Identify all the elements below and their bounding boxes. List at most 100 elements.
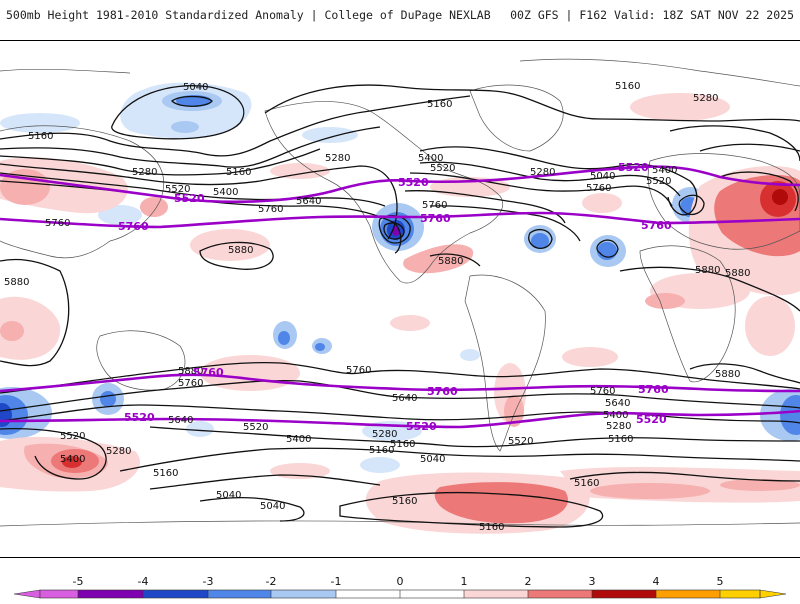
label-5280: 5280	[693, 93, 718, 104]
colorbar-tick-label: -3	[203, 575, 214, 588]
contour-5760-north	[0, 211, 800, 229]
label-5280: 5280	[372, 429, 397, 440]
label-5160: 5160	[28, 131, 53, 142]
label-5520: 5520	[430, 163, 455, 174]
label-5160: 5160	[479, 522, 504, 533]
label-5520-highlight: 5520	[174, 192, 205, 205]
colorbar: -5 -4 -3 -2 -1 0 1 2 3 4 5	[0, 566, 800, 600]
colorbar-cell	[464, 590, 528, 598]
label-5400: 5400	[60, 454, 85, 465]
colorbar-tick-label: 5	[717, 575, 724, 588]
label-5880: 5880	[228, 245, 253, 256]
model-run-info: 00Z GFS | F162 Valid: 18Z SAT NOV 22 202…	[510, 8, 794, 22]
label-5040: 5040	[183, 82, 208, 93]
label-5160: 5160	[608, 434, 633, 445]
colorbar-tick-label: 2	[525, 575, 532, 588]
height-contours	[0, 84, 800, 528]
label-5880: 5880	[725, 268, 750, 279]
colorbar-cell	[40, 590, 78, 598]
colorbar-cell	[528, 590, 592, 598]
label-5400: 5400	[603, 410, 628, 421]
colorbar-tick-label: 3	[589, 575, 596, 588]
label-5160: 5160	[615, 81, 640, 92]
label-5880: 5880	[178, 366, 203, 377]
label-5880: 5880	[695, 265, 720, 276]
label-5160: 5160	[574, 478, 599, 489]
contour-labels: 5040 5160 5160 5160 5280 5280 5160 5280 …	[4, 81, 750, 533]
colorbar-cell	[592, 590, 656, 598]
label-5880: 5880	[715, 369, 740, 380]
colorbar-tick-label: -2	[266, 575, 277, 588]
label-5040: 5040	[216, 490, 241, 501]
label-5880: 5880	[4, 277, 29, 288]
label-5760: 5760	[586, 183, 611, 194]
colorbar-cell	[78, 590, 143, 598]
label-5160: 5160	[427, 99, 452, 110]
anomaly-map: 5040 5160 5160 5160 5280 5280 5160 5280 …	[0, 40, 800, 558]
label-5760: 5760	[258, 204, 283, 215]
label-5760: 5760	[590, 386, 615, 397]
label-5760: 5760	[422, 200, 447, 211]
label-5760-highlight: 5760	[427, 385, 458, 398]
colorbar-tick-label: 1	[461, 575, 468, 588]
label-5160: 5160	[369, 445, 394, 456]
label-5880: 5880	[438, 256, 463, 267]
label-5400: 5400	[652, 165, 677, 176]
colorbar-cell	[271, 590, 336, 598]
label-5760: 5760	[45, 218, 70, 229]
label-5520-highlight: 5520	[618, 161, 649, 174]
label-5520: 5520	[646, 176, 671, 187]
label-5280: 5280	[132, 167, 157, 178]
contour-5760-south	[0, 373, 800, 393]
label-5160: 5160	[392, 496, 417, 507]
colorbar-tick-label: -4	[138, 575, 149, 588]
colorbar-tick-label: 0	[397, 575, 404, 588]
label-5520: 5520	[60, 431, 85, 442]
colorbar-arrow-right	[759, 589, 787, 599]
label-5640: 5640	[392, 393, 417, 404]
highlighted-contours	[0, 165, 800, 429]
label-5280: 5280	[606, 421, 631, 432]
label-5760-highlight: 5760	[420, 212, 451, 225]
label-5520-highlight: 5520	[398, 176, 429, 189]
label-5160: 5160	[153, 468, 178, 479]
label-5040: 5040	[420, 454, 445, 465]
label-5400: 5400	[213, 187, 238, 198]
label-5160: 5160	[390, 439, 415, 450]
label-5280: 5280	[325, 153, 350, 164]
map-svg: 5040 5160 5160 5160 5280 5280 5160 5280 …	[0, 41, 800, 557]
label-5640: 5640	[605, 398, 630, 409]
label-5040: 5040	[590, 171, 615, 182]
label-5520-highlight: 5520	[406, 420, 437, 433]
label-5520: 5520	[243, 422, 268, 433]
colorbar-cell	[656, 590, 720, 598]
label-5760-highlight: 5760	[193, 366, 224, 379]
contour-5520-south	[0, 409, 800, 429]
label-5760: 5760	[346, 365, 371, 376]
label-5520-highlight: 5520	[124, 411, 155, 424]
label-5760-highlight: 5760	[118, 220, 149, 233]
label-5400: 5400	[418, 153, 443, 164]
colorbar-tick-label: -1	[331, 575, 342, 588]
label-5760: 5760	[178, 378, 203, 389]
label-5520: 5520	[165, 184, 190, 195]
label-5640: 5640	[168, 415, 193, 426]
label-5760-highlight: 5760	[638, 383, 669, 396]
label-5160: 5160	[226, 167, 251, 178]
label-5400: 5400	[286, 434, 311, 445]
label-5280: 5280	[530, 167, 555, 178]
label-5040: 5040	[260, 501, 285, 512]
label-5640: 5640	[296, 196, 321, 207]
colorbar-cell	[208, 590, 271, 598]
label-5520-highlight: 5520	[636, 413, 667, 426]
coastlines	[0, 58, 800, 527]
colorbar-cell	[143, 590, 208, 598]
label-5520: 5520	[508, 436, 533, 447]
colorbar-tick-label: 4	[653, 575, 660, 588]
colorbar-tick-label: -5	[73, 575, 84, 588]
colorbar-arrow-left	[13, 589, 41, 599]
label-5760-highlight: 5760	[641, 219, 672, 232]
colorbar-svg: -5 -4 -3 -2 -1 0 1 2 3 4 5	[13, 575, 787, 599]
map-title: 500mb Height 1981-2010 Standardized Anom…	[6, 8, 491, 22]
contour-5520-north	[0, 165, 800, 204]
